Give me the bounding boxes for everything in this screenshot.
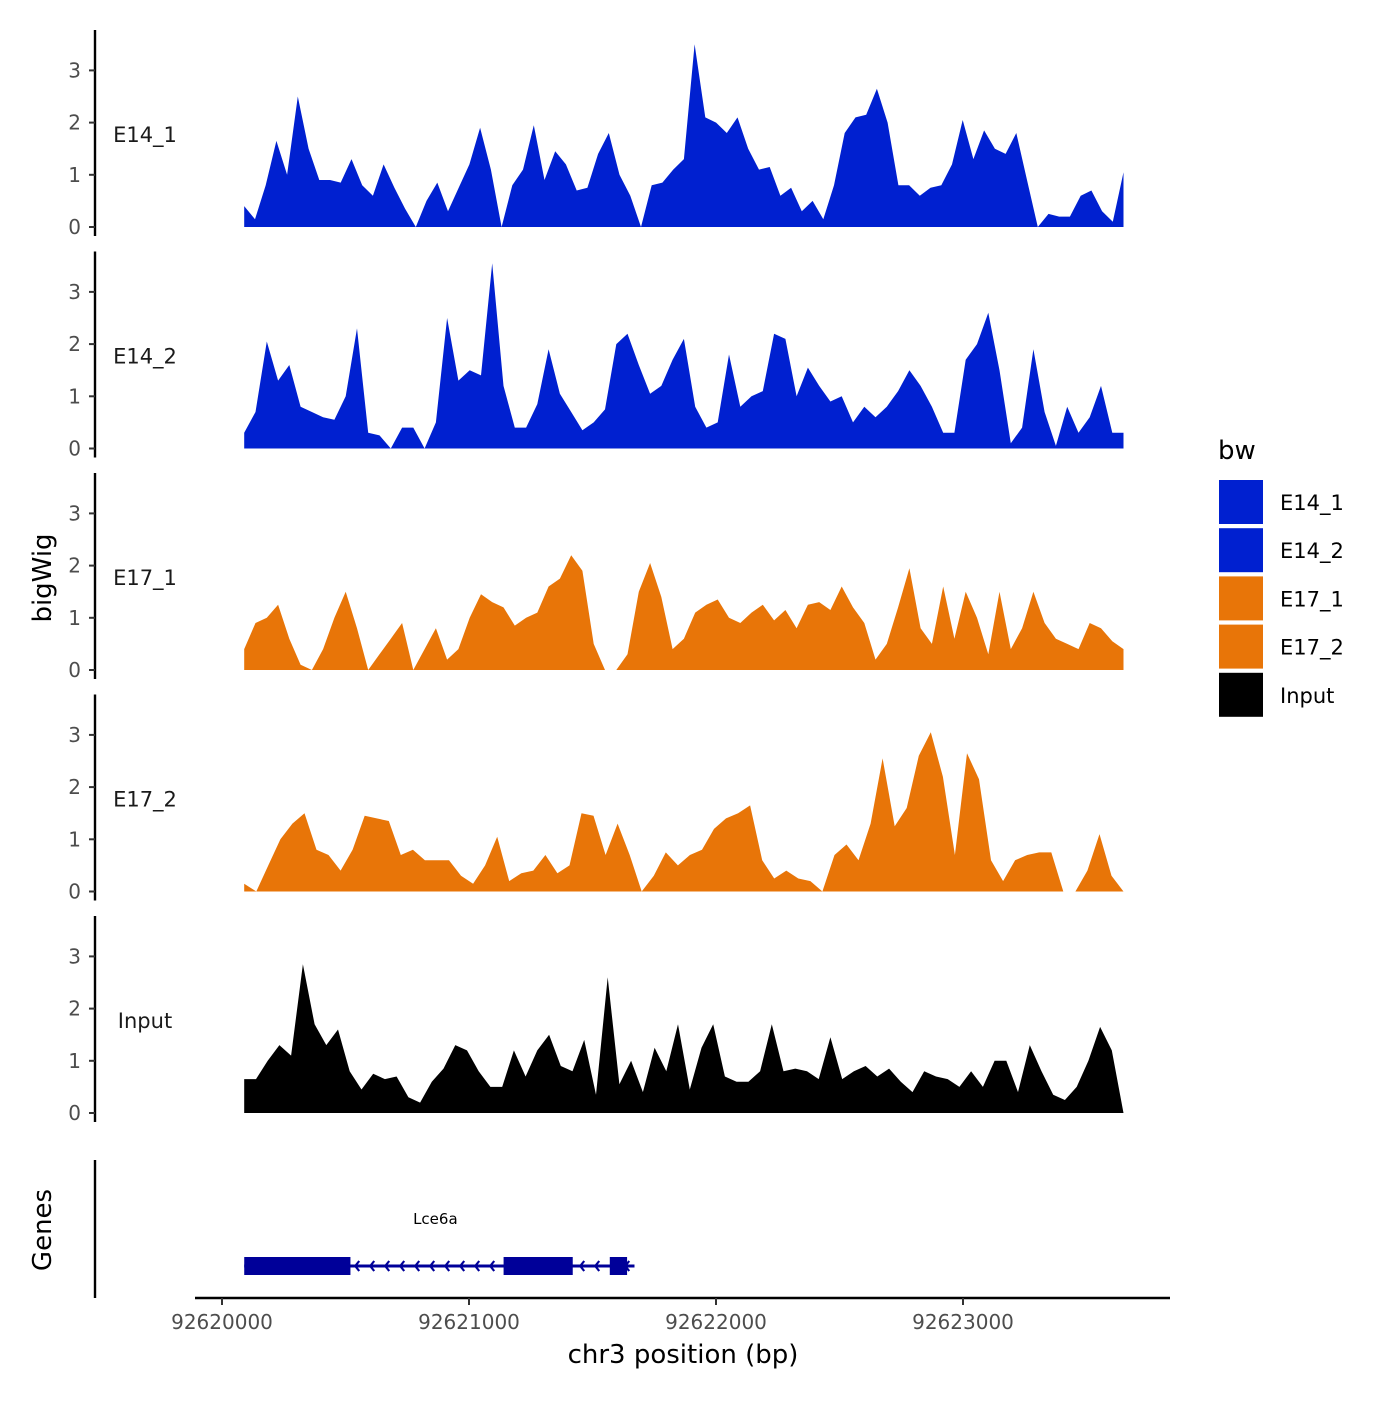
track-area-e14-1 [244, 44, 1124, 227]
track-label: E17_1 [113, 566, 177, 591]
y-axis-title: bigWig [28, 533, 58, 622]
x-axis: 92620000 92621000 92622000 92623000 [171, 1296, 1170, 1334]
legend-entry-e17-1: E17_1 [1219, 576, 1344, 621]
track-label: E17_2 [113, 788, 177, 813]
x-tick-label: 92620000 [171, 1310, 273, 1334]
strand-chevron [578, 1260, 586, 1272]
legend-title: bw [1218, 436, 1256, 466]
track-area-e17-2 [244, 732, 1124, 892]
strand-chevron [383, 1260, 391, 1272]
gene-exon [609, 1257, 628, 1275]
y-tick-label: 3 [68, 58, 81, 82]
track-area-input [244, 964, 1124, 1113]
y-tick-label: 3 [68, 501, 81, 525]
y-tick-label: 0 [68, 215, 81, 239]
legend-entry-e14-1: E14_1 [1219, 480, 1344, 524]
genes-axis-title: Genes [28, 1189, 58, 1271]
gene-label: Lce6a [413, 1210, 458, 1228]
track-e14-2: 0 1 2 3 E14_2 [68, 251, 1124, 461]
y-tick-label: 2 [68, 775, 81, 799]
genes-layer: Lce6a [93, 1160, 635, 1298]
legend-label: E14_2 [1280, 539, 1344, 564]
strand-chevron [488, 1260, 496, 1272]
x-tick-label: 92621000 [418, 1310, 520, 1334]
gene-lce6a: Lce6a [244, 1210, 635, 1275]
track-area-e17-1 [244, 555, 1124, 670]
x-tick-label: 92623000 [912, 1310, 1014, 1334]
track-label: E14_1 [113, 123, 177, 148]
strand-chevron [428, 1260, 436, 1272]
y-tick-label: 0 [68, 1101, 81, 1125]
legend-entry-e14-2: E14_2 [1219, 528, 1344, 573]
track-e17-1: 0 1 2 3 E17_1 [68, 473, 1124, 682]
legend-swatch [1219, 672, 1263, 717]
strand-chevron [473, 1260, 481, 1272]
strand-chevron [398, 1260, 406, 1272]
legend-label: E17_1 [1280, 587, 1344, 612]
y-tick-label: 2 [68, 997, 81, 1021]
legend-entry-input: Input [1219, 672, 1334, 717]
track-e14-1: 0 1 2 3 E14_1 [68, 30, 1124, 239]
gene-exon [503, 1257, 573, 1275]
y-tick-label: 1 [68, 1049, 81, 1073]
track-area-e14-2 [244, 263, 1124, 449]
y-tick-label: 1 [68, 606, 81, 630]
track-e17-2: 0 1 2 3 E17_2 [68, 694, 1124, 904]
y-tick-label: 0 [68, 658, 81, 682]
track-label: E14_2 [113, 345, 177, 370]
legend: bw E14_1 E14_2 E17_1 E17_2 Input [1218, 436, 1344, 717]
legend-label: E17_2 [1280, 636, 1344, 661]
y-tick-label: 3 [68, 723, 81, 747]
strand-chevron [413, 1260, 421, 1272]
track-input: 0 1 2 3 Input [68, 916, 1124, 1125]
strand-chevron [443, 1260, 451, 1272]
x-axis-title: chr3 position (bp) [568, 1340, 799, 1370]
track-label: Input [118, 1009, 172, 1033]
y-tick-label: 3 [68, 280, 81, 304]
strand-chevron [458, 1260, 466, 1272]
legend-swatch [1219, 576, 1263, 621]
legend-entry-e17-2: E17_2 [1219, 624, 1344, 669]
tracks-layer: 0 1 2 3 E14_1 0 1 2 3 E14_2 0 1 2 3 E17_1 0 1 2 3 E17_2 0 1 2 3… [68, 30, 1124, 1125]
y-tick-label: 3 [68, 944, 81, 968]
legend-swatch [1219, 480, 1263, 524]
y-tick-label: 1 [68, 827, 81, 851]
strand-chevron [353, 1260, 361, 1272]
x-tick-label: 92622000 [665, 1310, 767, 1334]
y-tick-label: 2 [68, 554, 81, 578]
y-tick-label: 1 [68, 384, 81, 408]
strand-chevron [368, 1260, 376, 1272]
legend-swatch [1219, 624, 1263, 669]
legend-label: E14_1 [1280, 491, 1344, 516]
y-tick-label: 0 [68, 880, 81, 904]
gene-exon [244, 1257, 351, 1275]
y-tick-label: 0 [68, 437, 81, 461]
legend-swatch [1219, 528, 1263, 573]
y-tick-label: 1 [68, 163, 81, 187]
y-tick-label: 2 [68, 111, 81, 135]
y-tick-label: 2 [68, 332, 81, 356]
strand-chevron [593, 1260, 601, 1272]
legend-label: Input [1280, 684, 1334, 708]
